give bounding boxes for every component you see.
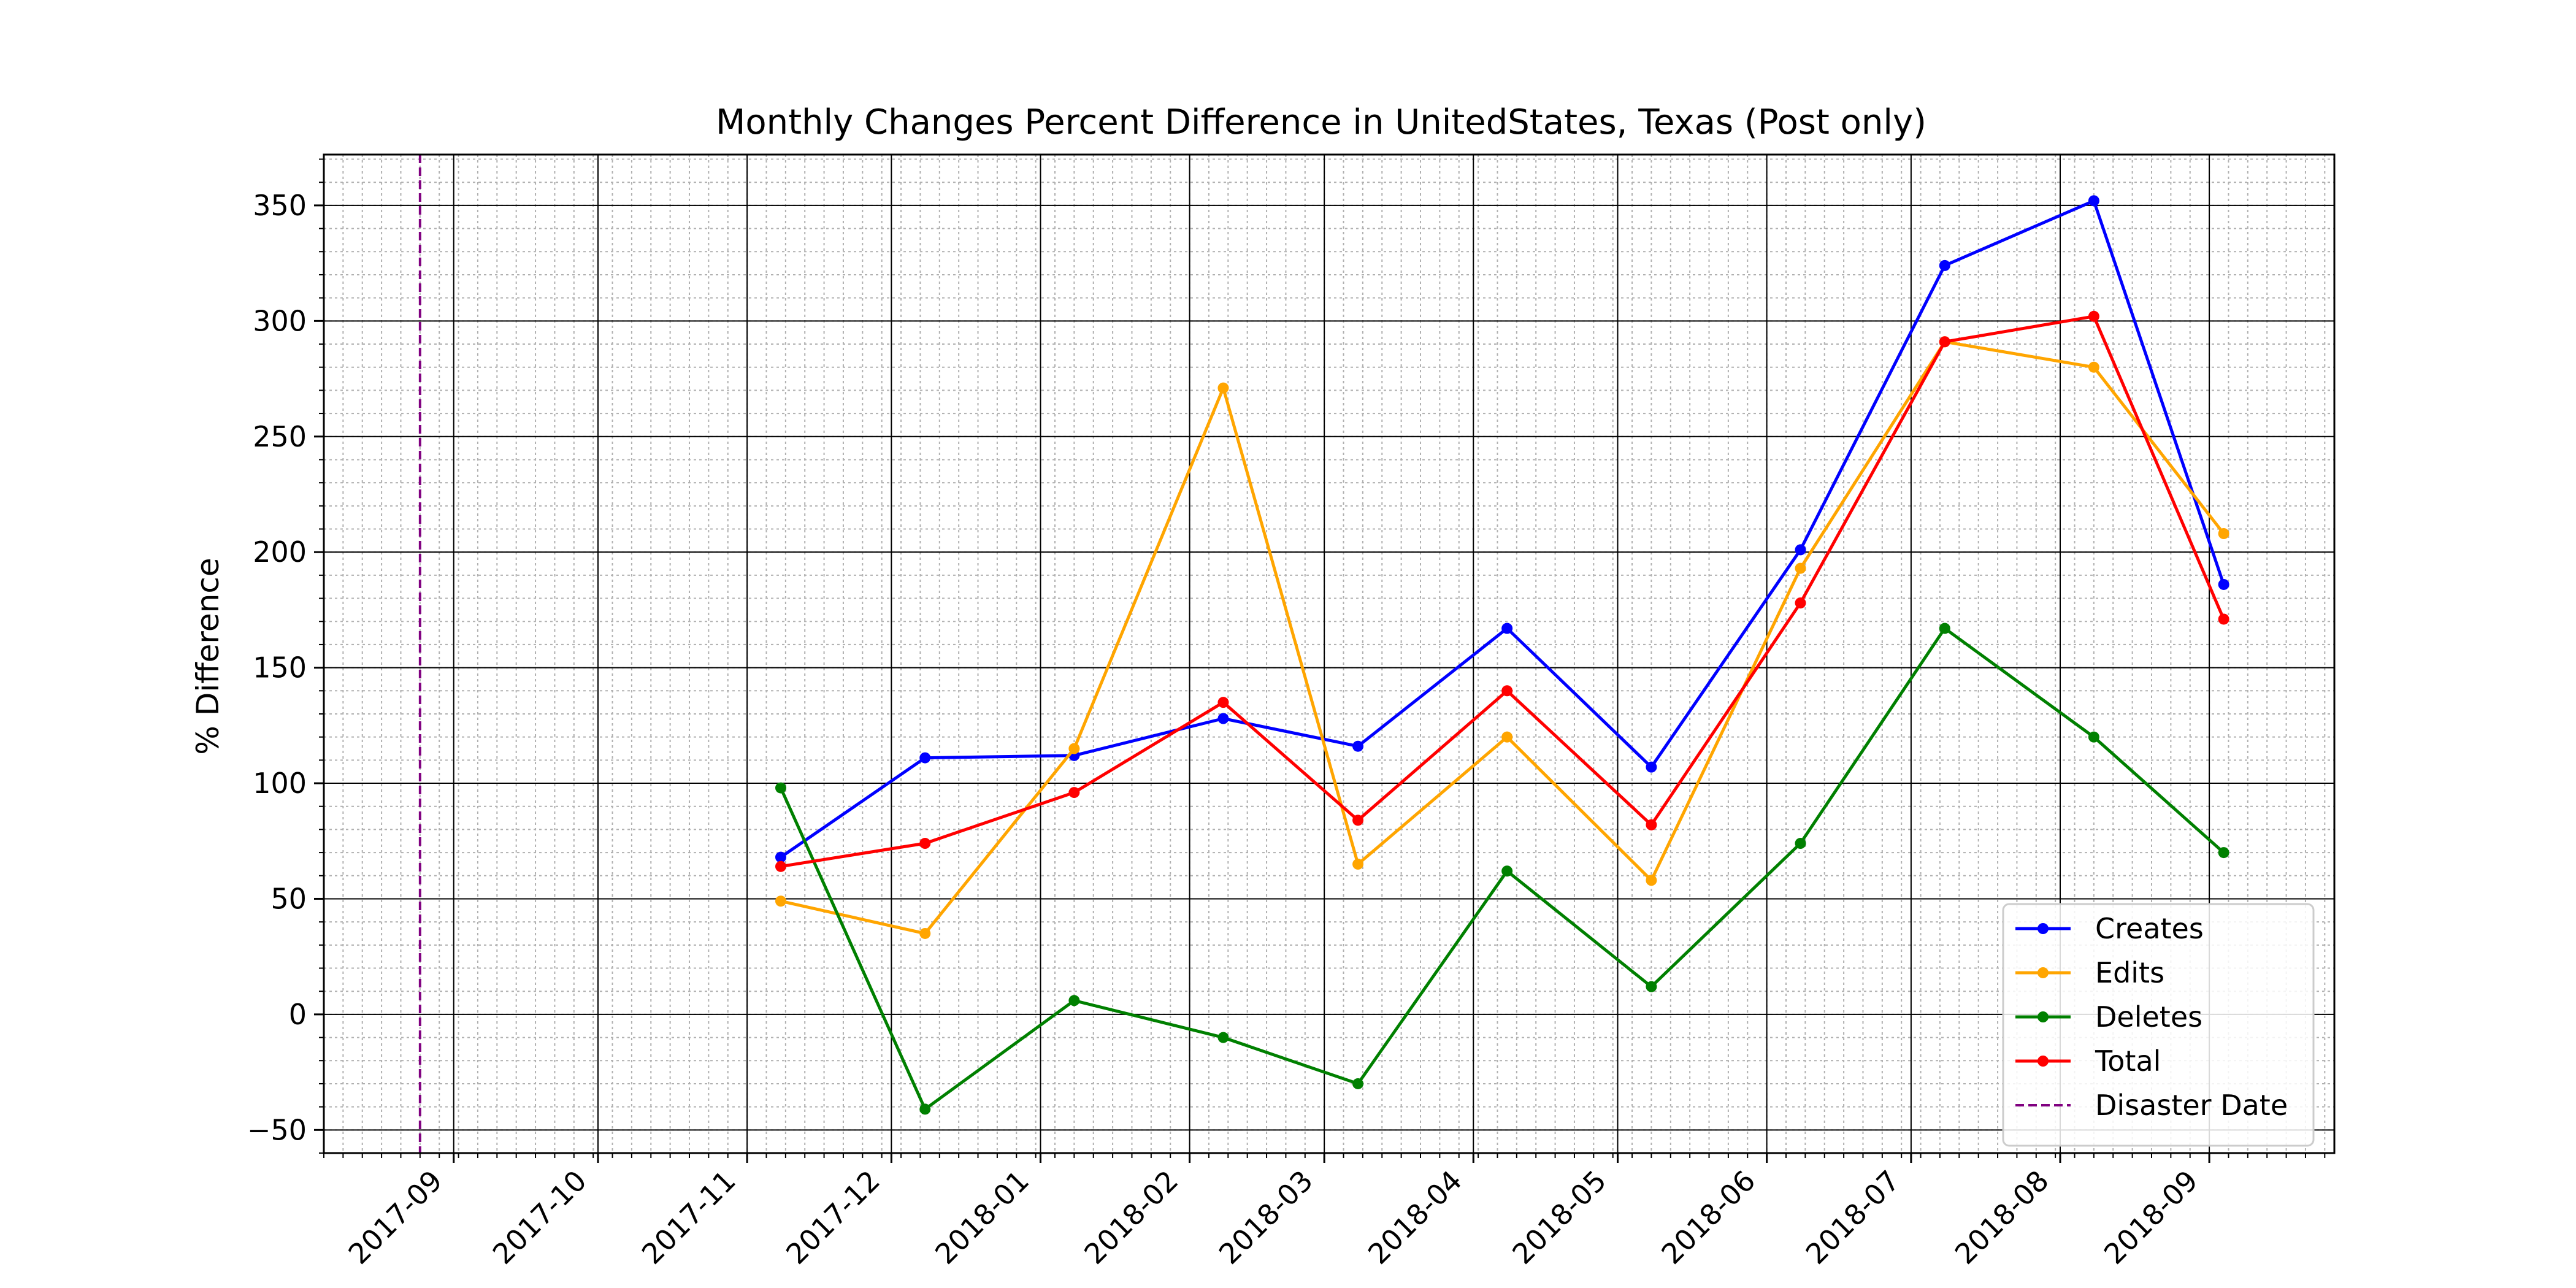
deletes-point [1352,1078,1364,1089]
edits-point [1068,743,1080,754]
y-tick-label: 200 [253,535,307,569]
legend-label-creates: Creates [2095,912,2204,945]
legend: Creates Edits Deletes Total Disaster Date [2002,903,2315,1147]
edits-point [1646,875,1657,886]
total-point [2088,310,2099,322]
total-point [775,861,786,872]
y-axis: −50 0 50 100 150 200 250 300 350 [247,158,324,1154]
total-point [919,838,931,849]
total-point [1795,597,1806,609]
edits-point [2218,528,2229,540]
creates-point [1501,623,1513,634]
deletes-point [2088,731,2099,743]
total-point [1939,336,1950,348]
y-tick-label: 300 [253,304,307,337]
series-layer [775,195,2229,1115]
deletes-point [775,782,786,794]
total-point [1352,815,1364,826]
chart-title: Monthly Changes Percent Difference in Un… [716,102,1926,142]
total-point [1217,697,1229,708]
deletes-point [1501,865,1513,877]
edits-point [1352,858,1364,870]
deletes-point [1646,981,1657,992]
deletes-point [1795,838,1806,849]
y-tick-label: 0 [289,998,307,1031]
y-tick-label: 50 [270,882,307,915]
edits-point [2088,361,2099,373]
creates-point [1646,761,1657,773]
creates-point [1352,740,1364,752]
total-point [1068,787,1080,799]
edits-point [1217,382,1229,394]
legend-label-edits: Edits [2095,956,2164,989]
creates-point [1795,544,1806,556]
y-tick-label: 100 [253,767,307,800]
total-point [1501,685,1513,697]
edits-point [775,895,786,907]
legend-label-total: Total [2095,1045,2161,1078]
y-axis-label: % Difference [190,558,226,754]
creates-point [2088,195,2099,207]
legend-label-deletes: Deletes [2095,1000,2202,1033]
deletes-point [1217,1032,1229,1043]
edits-point [1501,731,1513,743]
deletes-point [1068,995,1080,1006]
total-point [1646,819,1657,830]
legend-marker-deletes [2037,1011,2049,1022]
deletes-point [2218,847,2229,859]
axes-frame [323,153,2336,1154]
creates-point [919,752,931,764]
deletes-point [919,1103,931,1115]
creates-point [775,851,786,863]
deletes-point [1939,623,1950,634]
creates-point [1939,259,1950,271]
edits-point [919,927,931,939]
y-tick-label: 350 [253,189,307,222]
creates-point [1217,713,1229,724]
y-tick-label: 250 [253,420,307,453]
total-point [2218,613,2229,625]
edits-point [1795,562,1806,574]
legend-box [2002,903,2315,1147]
legend-marker-creates [2037,923,2049,934]
legend-marker-total [2037,1056,2049,1067]
legend-marker-edits [2037,967,2049,978]
y-tick-label: −50 [247,1113,307,1146]
creates-point [2218,578,2229,590]
y-tick-label: 150 [253,651,307,684]
legend-label-disaster-date: Disaster Date [2095,1089,2288,1122]
